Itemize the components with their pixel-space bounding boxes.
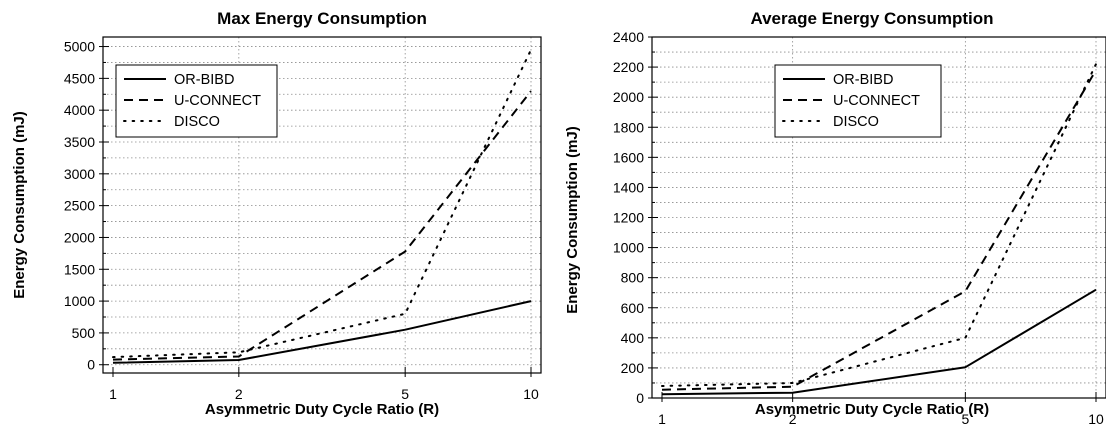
y-tick-label: 3000	[64, 166, 95, 182]
x-tick-label: 10	[523, 386, 539, 402]
average-energy-chart: 0 200 400 600 800 1000 1200 1400 1600 1800 2000 220…	[564, 9, 1106, 426]
x-tick-label: 2	[789, 411, 797, 426]
plot-frame	[102, 36, 542, 374]
y-tick-label: 0	[636, 390, 644, 406]
x-tick-label: 1	[658, 411, 666, 426]
y-tick-label: 1200	[613, 210, 644, 226]
x-tick-label: 5	[961, 411, 969, 426]
legend-label: U-CONNECT	[833, 93, 920, 109]
y-tick-label: 4500	[64, 70, 95, 86]
legend-label: OR-BIBD	[174, 72, 234, 88]
x-axis-label: Asymmetric Duty Cycle Ratio (R)	[205, 401, 439, 418]
chart-title: Max Energy Consumption	[217, 9, 427, 28]
y-tick-label: 1000	[64, 293, 95, 309]
y-tick-label: 0	[87, 357, 95, 373]
y-tick-label: 800	[621, 270, 645, 286]
legend-label: U-CONNECT	[174, 93, 261, 109]
y-tick-label: 2000	[613, 89, 644, 105]
series-line-or-bibd	[112, 300, 532, 364]
max-energy-chart: 0 500 1000 1500 2000 2500 3000 3500 4000 4500 5000…	[11, 9, 542, 418]
y-tick-label: 2500	[64, 198, 95, 214]
y-tick-label: 5000	[64, 39, 95, 55]
x-tick-label: 2	[235, 386, 243, 402]
series-line-u-connect	[112, 90, 532, 361]
series-line-u-connect	[661, 69, 1097, 391]
x-tick-label: 5	[401, 386, 409, 402]
y-tick-label: 400	[621, 330, 645, 346]
chart-title: Average Energy Consumption	[750, 9, 993, 28]
y-tick-label: 2000	[64, 229, 95, 245]
y-axis-label: Energy Consumption (mJ)	[564, 126, 581, 314]
y-tick-label: 1500	[64, 261, 95, 277]
y-tick-label: 1600	[613, 149, 644, 165]
y-tick-label: 2400	[613, 29, 644, 45]
y-tick-label: 2200	[613, 59, 644, 75]
y-tick-label: 200	[621, 360, 645, 376]
x-axis-label: Asymmetric Duty Cycle Ratio (R)	[755, 401, 989, 418]
series-line-or-bibd	[661, 288, 1097, 396]
y-tick-label: 4000	[64, 102, 95, 118]
y-tick-label: 500	[72, 325, 96, 341]
y-axis-label: Energy Consumption (mJ)	[11, 111, 28, 299]
y-tick-label: 3500	[64, 134, 95, 150]
y-tick-label: 1400	[613, 179, 644, 195]
legend-label: DISCO	[174, 114, 220, 130]
legend-label: OR-BIBD	[833, 72, 893, 88]
y-tick-label: 1000	[613, 240, 644, 256]
x-tick-label: 10	[1088, 411, 1104, 426]
x-tick-label: 1	[109, 386, 117, 402]
y-tick-label: 600	[621, 300, 645, 316]
legend-label: DISCO	[833, 114, 879, 130]
y-tick-label: 1800	[613, 119, 644, 135]
